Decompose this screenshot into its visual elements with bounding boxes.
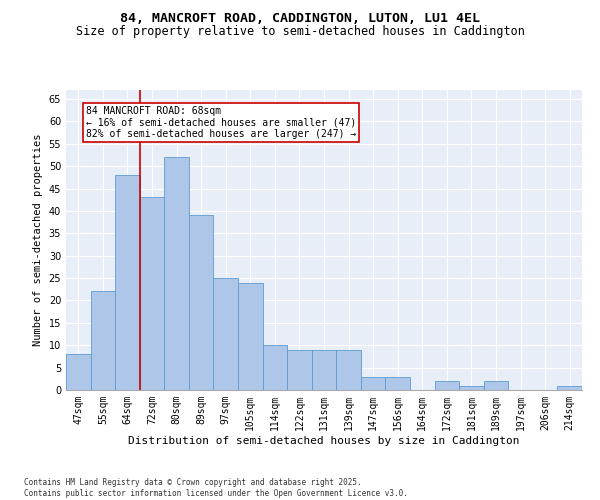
Bar <box>336 350 361 390</box>
Text: 84 MANCROFT ROAD: 68sqm
← 16% of semi-detached houses are smaller (47)
82% of se: 84 MANCROFT ROAD: 68sqm ← 16% of semi-de… <box>86 106 356 139</box>
Bar <box>385 376 410 390</box>
Bar <box>312 350 336 390</box>
Bar <box>484 381 508 390</box>
Bar <box>164 157 189 390</box>
Bar <box>140 198 164 390</box>
Bar <box>263 345 287 390</box>
Text: Size of property relative to semi-detached houses in Caddington: Size of property relative to semi-detach… <box>76 25 524 38</box>
X-axis label: Distribution of semi-detached houses by size in Caddington: Distribution of semi-detached houses by … <box>128 436 520 446</box>
Bar <box>361 376 385 390</box>
Bar <box>434 381 459 390</box>
Bar <box>214 278 238 390</box>
Bar <box>115 175 140 390</box>
Y-axis label: Number of semi-detached properties: Number of semi-detached properties <box>33 134 43 346</box>
Bar <box>287 350 312 390</box>
Text: 84, MANCROFT ROAD, CADDINGTON, LUTON, LU1 4EL: 84, MANCROFT ROAD, CADDINGTON, LUTON, LU… <box>120 12 480 26</box>
Bar <box>189 216 214 390</box>
Bar <box>91 292 115 390</box>
Bar <box>459 386 484 390</box>
Text: Contains HM Land Registry data © Crown copyright and database right 2025.
Contai: Contains HM Land Registry data © Crown c… <box>24 478 408 498</box>
Bar <box>66 354 91 390</box>
Bar <box>557 386 582 390</box>
Bar <box>238 282 263 390</box>
